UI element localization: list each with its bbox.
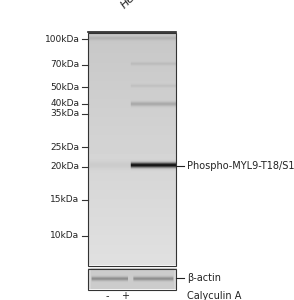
Text: 10kDa: 10kDa xyxy=(50,231,79,240)
Text: 35kDa: 35kDa xyxy=(50,110,79,118)
Text: β-actin: β-actin xyxy=(187,273,221,284)
Text: Calyculin A: Calyculin A xyxy=(187,291,241,300)
Text: Phospho-MYL9-T18/S19: Phospho-MYL9-T18/S19 xyxy=(187,160,294,171)
Text: +: + xyxy=(121,291,129,300)
Text: -: - xyxy=(106,291,109,300)
Text: 70kDa: 70kDa xyxy=(50,60,79,69)
Text: 40kDa: 40kDa xyxy=(50,99,79,108)
Text: HeLa: HeLa xyxy=(119,0,146,11)
Bar xyxy=(88,268,176,290)
Text: 50kDa: 50kDa xyxy=(50,82,79,91)
Text: 25kDa: 25kDa xyxy=(50,142,79,152)
Text: 15kDa: 15kDa xyxy=(50,195,79,204)
Bar xyxy=(88,33,176,266)
Text: 100kDa: 100kDa xyxy=(44,34,79,43)
Text: 20kDa: 20kDa xyxy=(50,162,79,171)
